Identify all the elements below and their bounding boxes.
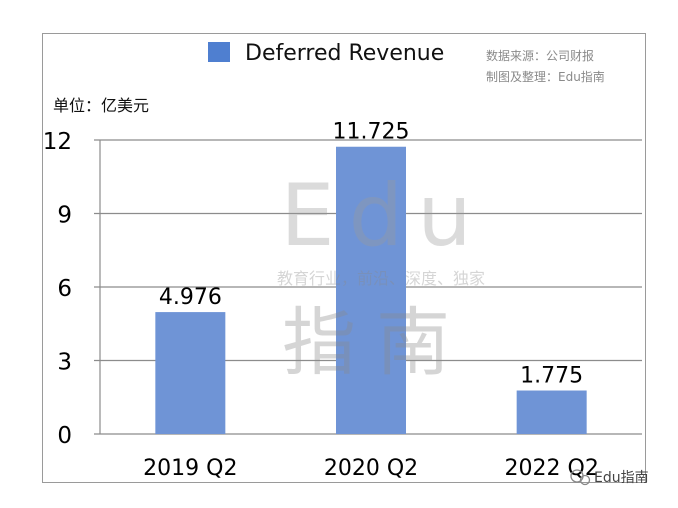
y-tick-label: 12 <box>43 129 72 155</box>
watermark: Edu 教育行业，前沿、深度、独家 指南 <box>277 166 485 386</box>
bar <box>516 390 587 434</box>
wechat-icon-bubble <box>579 474 591 486</box>
data-label: 1.775 <box>520 364 583 389</box>
data-label: 4.976 <box>159 285 222 310</box>
y-tick-label: 6 <box>57 276 72 302</box>
labels: 0 3 6 9 12 4.976 2019 Q2 11.725 2020 Q2 1.775 2022… <box>43 120 599 481</box>
y-tick-label: 0 <box>57 423 72 449</box>
x-tick-label: 2020 Q2 <box>324 456 418 481</box>
bar <box>155 312 226 434</box>
data-label: 11.725 <box>333 120 410 145</box>
bars <box>155 146 587 435</box>
legend-swatch <box>208 42 230 62</box>
watermark-edu: Edu <box>280 166 485 266</box>
source-note-line-1: 数据来源：公司财报 <box>486 48 594 63</box>
watermark-zhinan: 指南 <box>282 300 470 386</box>
y-tick-label: 9 <box>57 203 72 229</box>
wechat-label: Edu指南 <box>594 470 649 486</box>
chart-frame <box>42 33 646 483</box>
y-tick-label: 3 <box>57 350 72 376</box>
unit-label: 单位：亿美元 <box>53 96 149 115</box>
watermark-slogan: 教育行业，前沿、深度、独家 <box>277 269 485 288</box>
source-note-line-2: 制图及整理：Edu指南 <box>486 69 605 84</box>
x-tick-label: 2019 Q2 <box>143 456 237 481</box>
legend-label: Deferred Revenue <box>245 41 444 66</box>
bar <box>336 146 406 435</box>
wechat-badge: Edu指南 <box>570 469 649 486</box>
x-tick-label: 2022 Q2 <box>505 456 599 481</box>
